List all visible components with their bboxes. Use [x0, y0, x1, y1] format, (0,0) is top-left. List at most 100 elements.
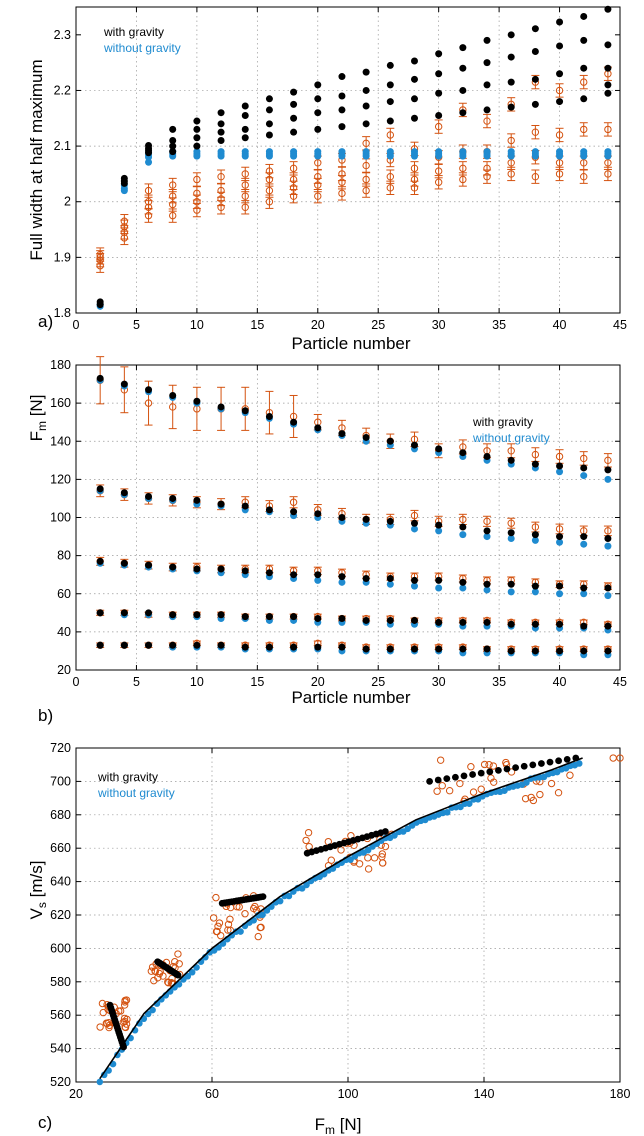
data-point-reference [175, 960, 183, 968]
data-point-with-gravity [435, 50, 443, 58]
data-point-without-gravity [604, 475, 612, 483]
data-point-reference [386, 131, 395, 139]
x-tick-label: 10 [190, 675, 204, 689]
data-point-with-gravity [193, 496, 201, 504]
data-point-with-gravity [556, 533, 564, 541]
data-point-with-gravity [362, 120, 370, 128]
y-tick-label: 1.9 [54, 250, 71, 264]
y-tick-label: 560 [50, 1008, 71, 1022]
data-point-with-gravity [241, 613, 249, 621]
data-point-with-gravity [362, 645, 370, 653]
data-point-with-gravity [169, 137, 177, 145]
data-point-reference [386, 172, 395, 181]
data-point-reference [555, 452, 564, 461]
data-point-reference [381, 842, 390, 851]
data-point-with-gravity [338, 615, 346, 623]
panel-label-b: b) [38, 706, 53, 725]
data-point-without-gravity [531, 152, 539, 160]
data-point-reference [257, 923, 265, 932]
data-point-with-gravity [120, 489, 128, 497]
data-point-with-gravity [241, 125, 249, 133]
data-point-reference [555, 86, 564, 95]
data-point-reference [531, 523, 540, 531]
data-point-with-gravity [531, 48, 539, 56]
data-point-with-gravity [507, 620, 515, 628]
data-point-with-gravity [483, 645, 491, 653]
data-point-with-gravity [410, 75, 418, 83]
data-point-reference [554, 788, 563, 797]
data-point-with-gravity [169, 563, 177, 571]
data-point-with-gravity [259, 893, 267, 901]
data-point-reference [547, 779, 556, 788]
x-tick-label: 45 [613, 675, 627, 689]
data-point-reference [529, 796, 538, 805]
data-point-reference [212, 893, 220, 902]
data-point-with-gravity [507, 78, 515, 86]
data-point-with-gravity [410, 519, 418, 527]
svg-text:Vs [m/s]: Vs [m/s] [27, 861, 49, 920]
data-point-reference [226, 915, 234, 923]
y-tick-label: 60 [57, 587, 71, 601]
data-point-reference [370, 854, 379, 862]
data-point-reference [490, 778, 498, 786]
data-point-with-gravity [314, 95, 322, 103]
data-point-reference [265, 186, 274, 195]
y-tick-label: 180 [50, 358, 71, 372]
data-point-reference [121, 1017, 129, 1026]
data-point-without-gravity [580, 472, 588, 480]
data-point-with-gravity [290, 643, 298, 651]
data-point-with-gravity [580, 622, 588, 630]
data-point-with-gravity [145, 493, 153, 501]
data-point-with-gravity [193, 142, 201, 150]
data-point-without-gravity [193, 152, 201, 160]
legend-without-gravity-c: without gravity [97, 786, 175, 800]
x-tick-label: 15 [250, 318, 264, 332]
data-point-with-gravity [507, 529, 515, 537]
data-point-with-gravity [314, 81, 322, 89]
data-point-with-gravity [120, 641, 128, 649]
y-tick-label: 1.8 [54, 306, 71, 320]
data-point-reference [459, 515, 467, 524]
data-point-reference [169, 181, 177, 189]
y-tick-label: 2.3 [54, 28, 71, 42]
data-point-without-gravity [265, 152, 273, 160]
data-point-with-gravity [386, 98, 394, 106]
data-point-without-gravity [523, 779, 530, 786]
data-point-with-gravity [486, 768, 494, 776]
data-point-without-gravity [285, 892, 293, 900]
data-point-reference [616, 754, 624, 762]
data-point-with-gravity [459, 44, 467, 52]
data-point-with-gravity [410, 645, 418, 653]
x-tick-label: 30 [432, 318, 446, 332]
data-point-with-gravity [338, 430, 346, 438]
data-point-with-gravity [435, 111, 443, 119]
data-point-with-gravity [265, 613, 273, 621]
data-point-reference [164, 978, 172, 986]
data-point-with-gravity [314, 643, 322, 651]
data-point-reference [224, 926, 232, 934]
x-tick-label: 140 [474, 1087, 495, 1101]
data-point-reference [364, 854, 372, 862]
data-point-with-gravity [531, 647, 539, 655]
data-point-with-gravity [459, 86, 467, 94]
data-point-reference [144, 186, 153, 195]
data-point-without-gravity [144, 1010, 152, 1018]
data-point-with-gravity [290, 100, 298, 108]
data-point-with-gravity [145, 561, 153, 569]
data-point-with-gravity [556, 462, 564, 470]
data-point-with-gravity [241, 102, 249, 110]
y-label-unit-b: [N] [27, 395, 46, 421]
data-point-reference [507, 170, 515, 178]
data-point-with-gravity [435, 645, 443, 653]
data-point-with-gravity [169, 494, 177, 502]
data-point-with-gravity [241, 643, 249, 651]
data-point-reference [193, 175, 201, 184]
data-point-without-gravity [459, 584, 467, 592]
data-point-with-gravity [290, 88, 298, 96]
data-point-reference [337, 846, 345, 854]
data-point-with-gravity [386, 437, 394, 445]
data-point-with-gravity [120, 1043, 127, 1051]
data-point-with-gravity [96, 609, 104, 617]
data-point-without-gravity [556, 152, 564, 160]
y-tick-label: 140 [50, 434, 71, 448]
